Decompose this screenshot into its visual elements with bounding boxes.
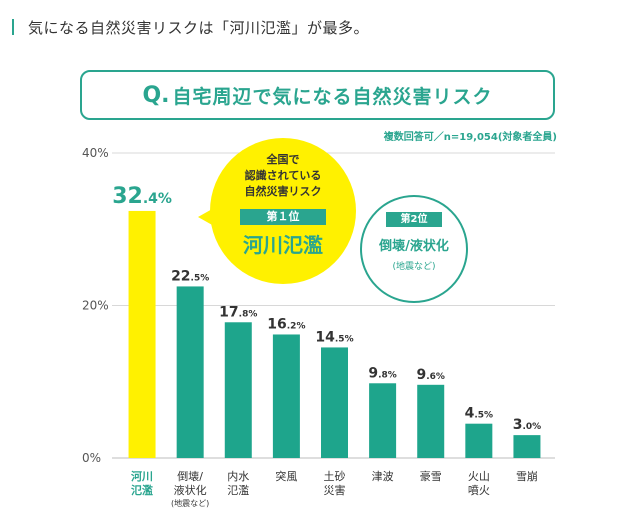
- bar: [465, 423, 493, 458]
- category-label: 内水: [227, 469, 249, 483]
- first-place-label: 河川氾濫: [243, 233, 323, 257]
- first-place-callout: 全国で 認識されている 自然災害リスク 第１位 河川氾濫: [198, 138, 356, 284]
- category-label: 噴火: [468, 484, 490, 497]
- category-label: 雪崩: [516, 469, 538, 483]
- category-label: 倒壊/: [177, 470, 203, 483]
- sample-note: 複数回答可／n=19,054(対象者全員): [383, 132, 557, 143]
- category-label: 火山: [468, 470, 490, 483]
- data-label: 17.8%: [219, 304, 257, 320]
- data-label: 4.5%: [465, 406, 493, 422]
- callout-first-line3: 自然災害リスク: [244, 185, 322, 198]
- category-label: 突風: [275, 469, 297, 483]
- data-label: 9.6%: [416, 367, 444, 383]
- data-label: 9.8%: [368, 365, 396, 381]
- category-label: 津波: [372, 470, 394, 483]
- heading-text: 気になる自然災害リスクは「河川氾濫」が最多。: [28, 18, 370, 37]
- second-place-callout: 第2位 倒壊/液状化 (地震など): [360, 195, 468, 303]
- bar: [321, 347, 348, 458]
- second-place-label: 倒壊/液状化: [379, 239, 449, 254]
- data-label: 14.5%: [315, 329, 353, 345]
- question-prefix: Q.: [142, 82, 170, 108]
- callout-first-line2: 認識されている: [244, 169, 322, 182]
- category-label: 液状化: [174, 483, 207, 497]
- data-label: 16.2%: [267, 316, 305, 332]
- category-label: (地震など): [171, 498, 209, 508]
- question-box: Q. 自宅周辺で気になる自然災害リスク: [80, 70, 555, 120]
- data-label: 32.4%: [112, 184, 172, 209]
- bar: [224, 322, 252, 458]
- category-label: 災害: [324, 483, 346, 497]
- category-label: 豪雪: [420, 469, 442, 483]
- category-label: 氾濫: [131, 483, 153, 497]
- bar: [513, 435, 541, 458]
- data-label: 22.5%: [171, 268, 209, 284]
- first-place-badge: 第１位: [240, 209, 326, 225]
- bar: [417, 384, 445, 458]
- second-place-sub: (地震など): [392, 262, 436, 272]
- y-tick-label: 20%: [82, 299, 109, 313]
- bar: [369, 383, 397, 458]
- callout-tail: [198, 208, 214, 226]
- category-label: 氾濫: [227, 484, 249, 497]
- second-place-badge: 第2位: [386, 212, 442, 227]
- bar: [176, 286, 204, 458]
- heading-accent-bar: [12, 19, 14, 35]
- data-label: 3.0%: [513, 417, 541, 433]
- category-label: 土砂: [324, 470, 346, 483]
- category-label: 河川: [131, 469, 153, 483]
- question-text: 自宅周辺で気になる自然災害リスク: [172, 85, 493, 108]
- y-tick-label: 0%: [82, 451, 101, 465]
- y-tick-label: 40%: [82, 146, 109, 160]
- callout-first-line1: 全国で: [266, 153, 300, 166]
- section-heading: 気になる自然災害リスクは「河川氾濫」が最多。: [12, 14, 369, 40]
- bar: [128, 210, 156, 458]
- bar: [272, 334, 300, 458]
